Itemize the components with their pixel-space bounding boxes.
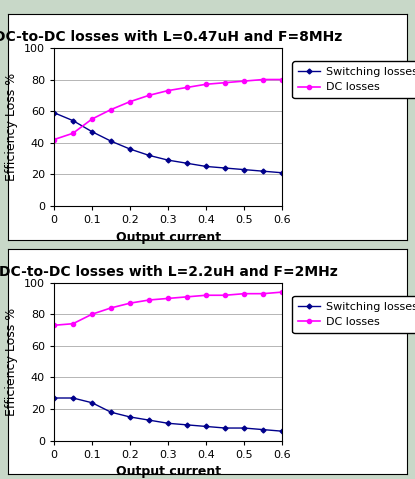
DC losses (127, 99, 132, 104)
Switching losses (109, 138, 114, 144)
Switching losses (280, 170, 285, 176)
Switching losses (90, 129, 95, 135)
DC losses (51, 137, 56, 142)
DC losses (146, 92, 151, 98)
Line: Switching losses: Switching losses (52, 111, 284, 174)
DC losses (261, 77, 266, 82)
Switching losses (166, 421, 171, 426)
DC losses (185, 84, 190, 90)
DC losses (242, 78, 247, 84)
Switching losses (204, 164, 209, 170)
DC losses (90, 311, 95, 317)
Legend: Switching losses, DC losses: Switching losses, DC losses (292, 61, 415, 98)
Switching losses (185, 160, 190, 166)
DC losses (166, 296, 171, 301)
Y-axis label: Efficiency Loss %: Efficiency Loss % (5, 73, 18, 181)
DC losses (280, 77, 285, 82)
DC losses (280, 289, 285, 295)
DC losses (166, 88, 171, 93)
DC losses (204, 81, 209, 87)
Switching losses (71, 395, 76, 401)
X-axis label: Output current: Output current (115, 465, 221, 478)
DC losses (51, 322, 56, 328)
DC losses (223, 80, 228, 86)
Switching losses (280, 428, 285, 434)
DC losses (71, 130, 76, 136)
Y-axis label: Efficiency Loss %: Efficiency Loss % (5, 308, 18, 416)
Switching losses (242, 425, 247, 431)
Switching losses (109, 410, 114, 415)
Switching losses (51, 395, 56, 401)
Line: DC losses: DC losses (52, 290, 284, 327)
Switching losses (127, 146, 132, 152)
Switching losses (146, 417, 151, 423)
DC losses (90, 116, 95, 122)
DC losses (223, 292, 228, 298)
DC losses (127, 300, 132, 306)
Switching losses (90, 400, 95, 406)
Switching losses (71, 118, 76, 124)
Switching losses (223, 165, 228, 171)
DC losses (261, 291, 266, 297)
Title: DC-to-DC losses with L=2.2uH and F=2MHz: DC-to-DC losses with L=2.2uH and F=2MHz (0, 265, 337, 279)
Line: Switching losses: Switching losses (52, 396, 284, 433)
Switching losses (204, 423, 209, 429)
Switching losses (261, 168, 266, 174)
Switching losses (261, 427, 266, 433)
DC losses (185, 294, 190, 300)
Switching losses (51, 110, 56, 115)
DC losses (242, 291, 247, 297)
Title: DC-to-DC losses with L=0.47uH and F=8MHz: DC-to-DC losses with L=0.47uH and F=8MHz (0, 30, 342, 44)
Switching losses (146, 152, 151, 158)
Legend: Switching losses, DC losses: Switching losses, DC losses (292, 296, 415, 333)
Switching losses (166, 157, 171, 163)
Switching losses (242, 167, 247, 172)
DC losses (71, 321, 76, 327)
DC losses (204, 292, 209, 298)
Switching losses (127, 414, 132, 420)
Switching losses (185, 422, 190, 428)
Switching losses (223, 425, 228, 431)
DC losses (109, 107, 114, 113)
DC losses (109, 305, 114, 311)
Line: DC losses: DC losses (52, 78, 284, 142)
DC losses (146, 297, 151, 303)
X-axis label: Output current: Output current (115, 230, 221, 243)
